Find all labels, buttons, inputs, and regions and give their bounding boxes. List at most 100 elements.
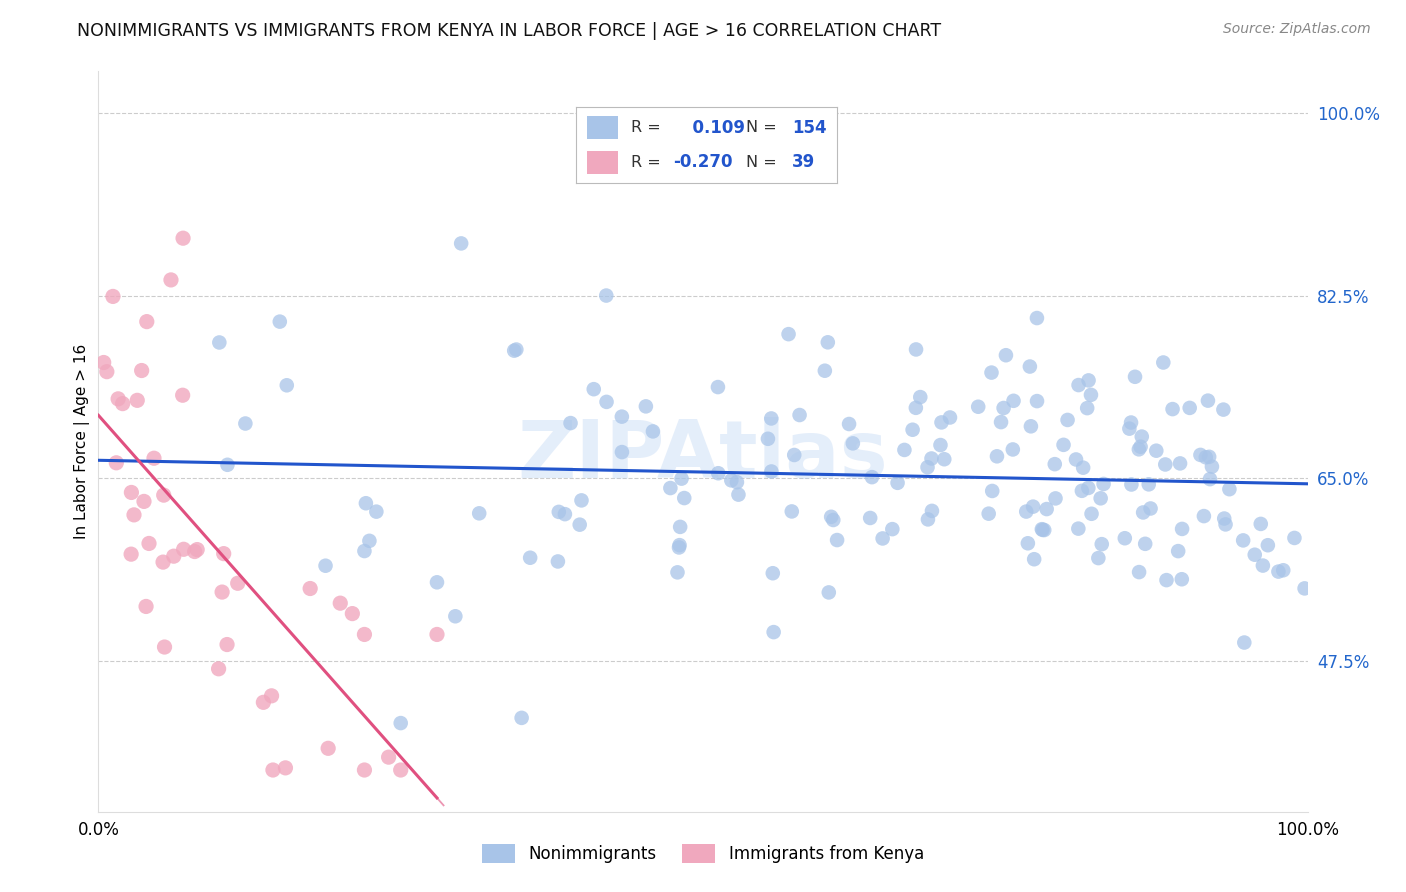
Point [1243,548,1265,562]
Text: N =: N = [745,120,776,135]
Point [1199,472,1222,486]
Point [668,538,690,552]
Point [111,396,134,410]
Point [789,408,811,422]
Text: 154: 154 [793,119,827,136]
Point [315,558,337,573]
Point [901,423,924,437]
Point [1092,477,1115,491]
Point [905,343,928,357]
Point [939,410,962,425]
Point [329,596,352,610]
Point [1024,552,1046,566]
Point [981,483,1004,498]
Point [274,761,297,775]
Point [669,520,692,534]
Point [707,467,730,481]
Point [235,417,257,431]
Point [468,506,491,520]
Point [299,582,322,596]
Point [260,689,283,703]
Point [977,507,1000,521]
Point [226,576,249,591]
Y-axis label: In Labor Force | Age > 16: In Labor Force | Age > 16 [75,344,90,539]
Text: N =: N = [745,155,776,169]
Point [993,401,1015,415]
Point [980,366,1002,380]
Point [212,547,235,561]
Point [1032,523,1054,537]
Point [666,566,689,580]
Point [152,555,174,569]
Point [814,364,837,378]
Point [595,288,617,302]
Point [547,505,569,519]
Point [1257,538,1279,552]
Point [967,400,990,414]
Point [1218,482,1240,496]
Point [207,662,229,676]
Point [838,417,860,431]
Point [183,544,205,558]
Point [107,392,129,406]
Point [1067,378,1090,392]
Point [986,450,1008,464]
Point [634,400,657,414]
Point [1128,442,1150,457]
Point [127,393,149,408]
Point [842,436,865,450]
Point [217,458,239,472]
Point [1171,572,1194,586]
Point [1156,573,1178,587]
Point [173,542,195,557]
Point [1139,501,1161,516]
Point [269,315,291,329]
Point [172,388,194,402]
Point [1284,531,1306,545]
Point [1018,359,1040,374]
Point [872,532,894,546]
Point [859,511,882,525]
Point [1212,402,1234,417]
Point [1129,440,1152,454]
Point [547,554,569,568]
Point [823,513,845,527]
Text: ZIPAtlas: ZIPAtlas [517,417,889,495]
Point [910,390,932,404]
Point [904,401,927,415]
Point [138,536,160,550]
Point [641,425,664,439]
Text: R =: R = [631,120,661,135]
Point [1233,635,1256,649]
Point [152,488,174,502]
Point [1052,438,1074,452]
Point [186,542,208,557]
Point [1251,558,1274,573]
Point [1272,563,1295,577]
Point [1080,507,1102,521]
Point [1171,522,1194,536]
Point [886,475,908,490]
Point [389,716,412,731]
Point [1294,582,1316,596]
Point [610,445,633,459]
Point [1132,506,1154,520]
Point [1123,369,1146,384]
Point [503,343,526,358]
Point [105,456,128,470]
Point [820,509,842,524]
Point [1071,460,1094,475]
Point [1198,450,1220,464]
Point [778,327,800,342]
Point [208,335,231,350]
Point [1137,477,1160,491]
Bar [586,151,619,174]
Point [377,750,399,764]
Point [1077,481,1099,495]
Point [1026,394,1049,409]
Point [554,507,576,521]
Point [1215,517,1237,532]
Point [1189,448,1212,462]
Point [211,585,233,599]
Point [1168,457,1191,471]
